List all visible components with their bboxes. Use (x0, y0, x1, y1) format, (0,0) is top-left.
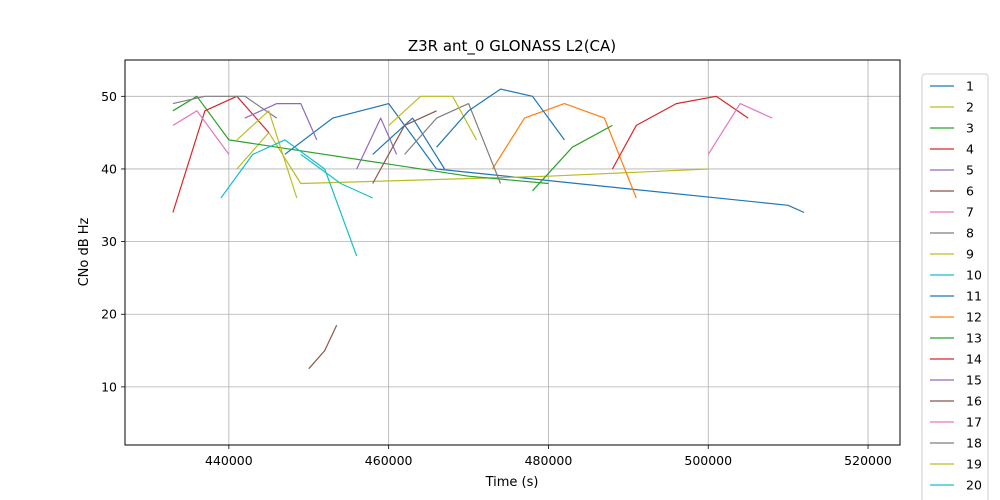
series-line-20 (300, 153, 373, 199)
legend-label-14: 14 (966, 352, 982, 367)
legend-label-11: 11 (966, 289, 982, 304)
series-line-18 (404, 102, 502, 184)
series-line-21 (436, 88, 565, 148)
legend-label-6: 6 (966, 184, 974, 199)
y-tick-label: 40 (101, 161, 117, 176)
legend-label-17: 17 (966, 415, 982, 430)
legend-label-1: 1 (966, 79, 974, 94)
legend-label-15: 15 (966, 373, 982, 388)
series-layer (172, 88, 805, 370)
y-tick-label: 30 (101, 234, 117, 249)
legend-label-18: 18 (966, 436, 982, 451)
legend-label-10: 10 (966, 268, 982, 283)
series-line-1 (284, 102, 805, 214)
legend-label-20: 20 (966, 478, 982, 493)
series-line-10 (220, 139, 358, 257)
y-tick-label: 20 (101, 307, 117, 322)
series-line-12 (491, 102, 637, 199)
series-line-9 (236, 110, 298, 199)
legend-label-19: 19 (966, 457, 982, 472)
x-axis-label: Time (s) (485, 475, 539, 490)
series-line-11 (372, 117, 446, 170)
axes-frame (124, 59, 901, 446)
legend-frame (921, 73, 989, 500)
legend-label-7: 7 (966, 205, 974, 220)
series-line-16 (372, 110, 437, 184)
legend-label-12: 12 (966, 310, 982, 325)
x-tick-label: 480000 (525, 453, 573, 468)
chart-title: Z3R ant_0 GLONASS L2(CA) (408, 37, 616, 56)
series-line-3 (172, 95, 549, 185)
legend-label-2: 2 (966, 100, 974, 115)
legend-label-13: 13 (966, 331, 982, 346)
series-line-19 (388, 95, 478, 141)
y-tick-label: 50 (101, 89, 117, 104)
series-line-6 (308, 324, 338, 370)
x-tick-label: 440000 (205, 453, 253, 468)
grid (125, 60, 900, 445)
x-tick-label: 460000 (365, 453, 413, 468)
legend-label-16: 16 (966, 394, 982, 409)
series-line-13 (532, 124, 613, 192)
y-axis-label: CNo dB Hz (77, 217, 92, 286)
series-line-8 (172, 95, 278, 119)
x-axis: 440000 460000 480000 500000 520000 (205, 445, 892, 468)
x-tick-label: 520000 (844, 453, 892, 468)
legend-label-5: 5 (966, 163, 974, 178)
legend-label-9: 9 (966, 247, 974, 262)
legend-label-3: 3 (966, 121, 974, 136)
legend-label-21: 21 (966, 499, 982, 500)
series-line-5 (244, 102, 318, 141)
series-line-14 (611, 95, 749, 170)
legend: 123456789101112131415161718192021 (921, 73, 989, 500)
x-tick-label: 500000 (684, 453, 732, 468)
plot-area: 440000 460000 480000 500000 520000 10 20 30 40 5… (101, 59, 901, 468)
legend-label-8: 8 (966, 226, 974, 241)
y-tick-label: 10 (101, 379, 117, 394)
series-line-17 (707, 102, 773, 155)
legend-label-4: 4 (966, 142, 974, 157)
y-axis: 10 20 30 40 50 (101, 89, 125, 394)
series-line-15 (356, 117, 398, 170)
series-line-7 (172, 110, 230, 155)
